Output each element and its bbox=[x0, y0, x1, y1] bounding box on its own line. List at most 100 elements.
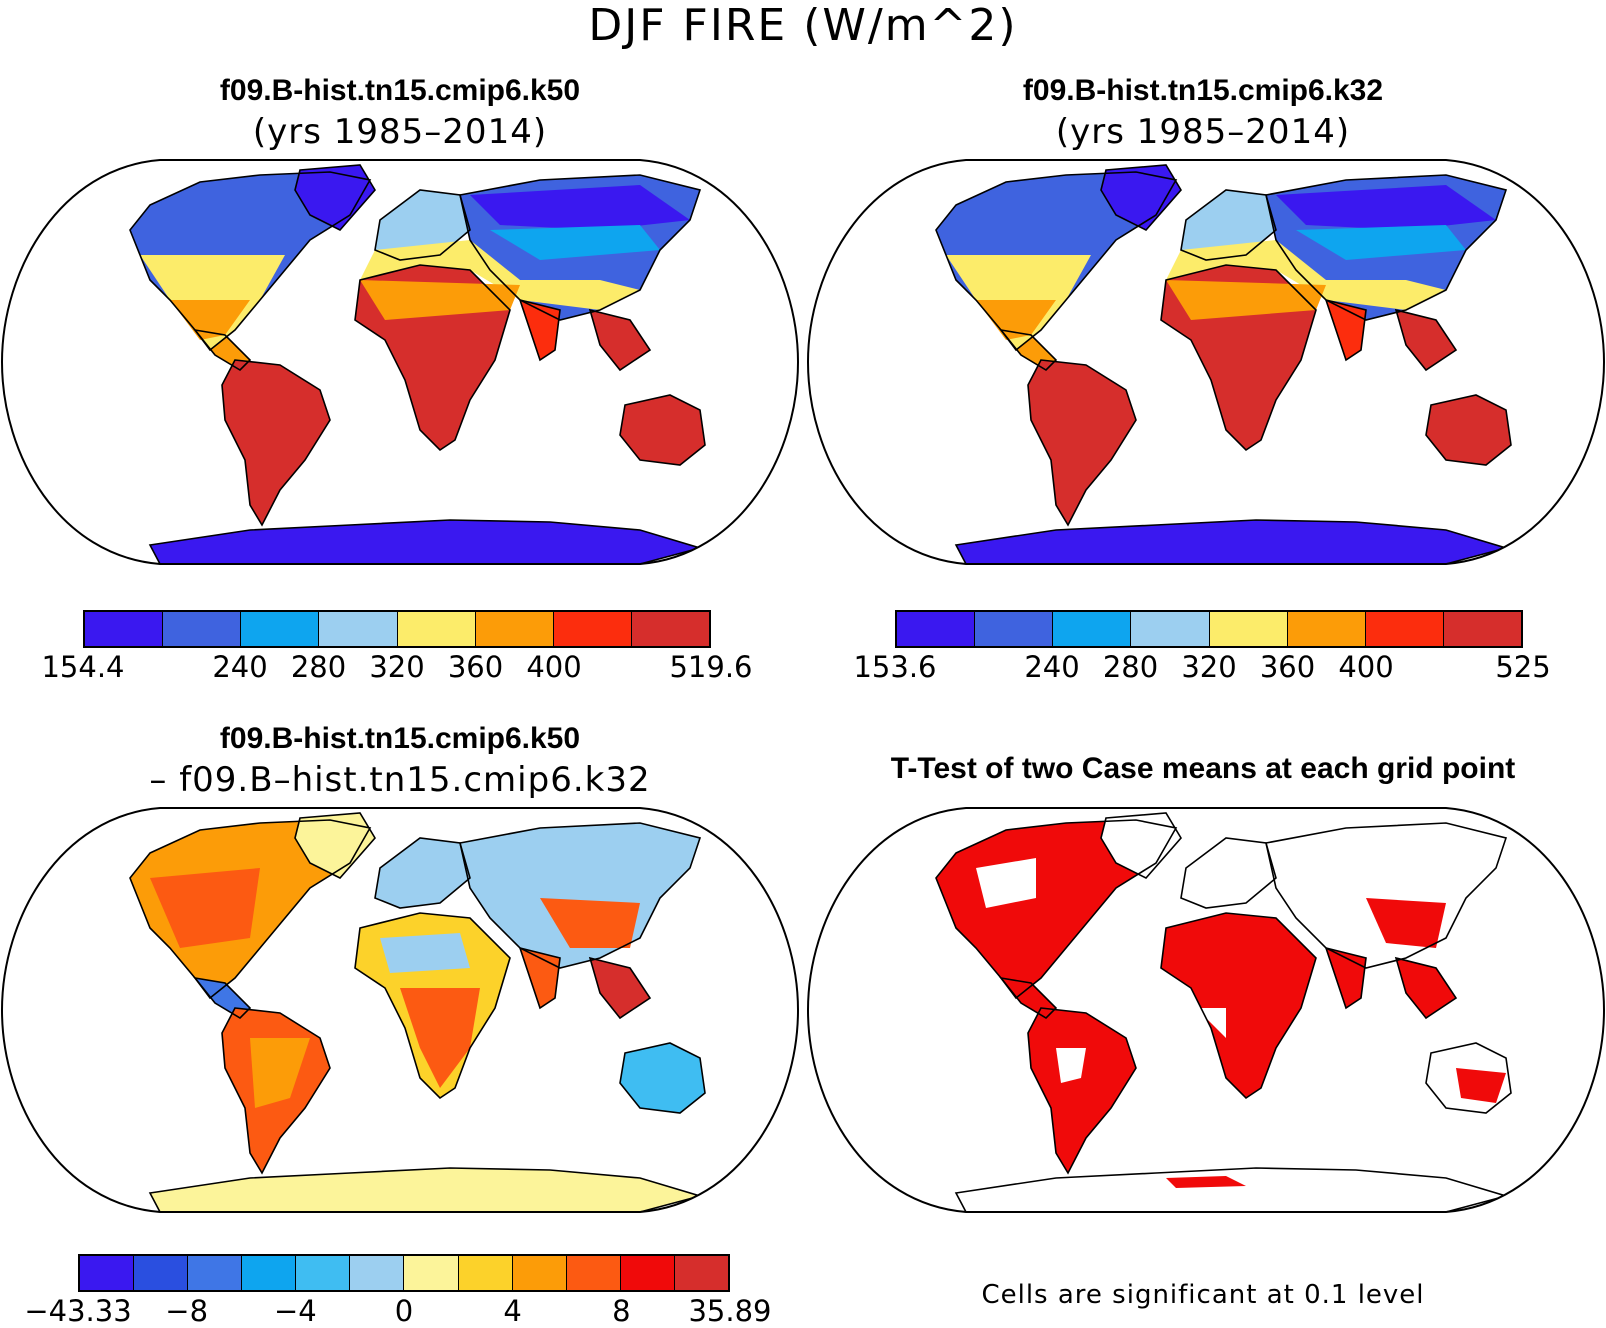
colorbar-tick-label: 0 bbox=[394, 1294, 414, 1328]
field-region bbox=[540, 898, 640, 948]
colorbar-tick-label: −43.33 bbox=[24, 1294, 132, 1328]
colorbar-tick-label: 153.6 bbox=[853, 650, 937, 684]
colorbar-swatch bbox=[620, 1256, 675, 1290]
land-antarctica bbox=[956, 1168, 1506, 1212]
coastline bbox=[374, 189, 471, 261]
land-australia bbox=[1426, 395, 1511, 465]
significance-note: Cells are significant at 0.1 level bbox=[981, 1280, 1425, 1310]
coastline bbox=[1180, 837, 1277, 909]
coastline bbox=[374, 837, 471, 909]
colorbar-swatch bbox=[1053, 612, 1132, 646]
figure-title: DJF FIRE (W/m^2) bbox=[588, 0, 1018, 51]
map-frame bbox=[806, 807, 1606, 1213]
colorbar-swatch bbox=[1287, 612, 1366, 646]
field-region bbox=[1296, 225, 1466, 260]
colorbar-swatch bbox=[397, 612, 476, 646]
colorbar-tick-label: 320 bbox=[369, 650, 425, 684]
field-region bbox=[976, 300, 1056, 340]
coastline bbox=[1425, 1042, 1512, 1114]
coastline bbox=[999, 328, 1058, 372]
colorbar-swatch bbox=[241, 612, 320, 646]
colorbar-swatch bbox=[134, 1256, 189, 1290]
land-greenland bbox=[1101, 165, 1181, 230]
coastline bbox=[1394, 956, 1458, 1020]
land-asia bbox=[460, 823, 700, 968]
coastline bbox=[1394, 308, 1458, 372]
field-region bbox=[360, 280, 520, 320]
land-antarctica bbox=[150, 520, 700, 564]
colorbar-swatch bbox=[188, 1256, 243, 1290]
land-asia bbox=[1266, 823, 1506, 968]
coastline bbox=[518, 298, 561, 362]
coastline bbox=[619, 394, 706, 466]
field-region bbox=[360, 240, 640, 310]
colorbar-swatch bbox=[631, 612, 709, 646]
land-southAmerica bbox=[222, 360, 330, 525]
field-region bbox=[150, 868, 260, 948]
coastline bbox=[294, 812, 376, 879]
panel1-subtitle: (yrs 1985–2014) bbox=[252, 112, 548, 152]
coastline bbox=[459, 822, 702, 969]
field-region bbox=[1166, 1176, 1246, 1188]
coastline bbox=[129, 819, 372, 1000]
colorbar-tick-label: 280 bbox=[1102, 650, 1159, 684]
colorbar-tick-label: 8 bbox=[612, 1294, 631, 1328]
panel1-title: f09.B-hist.tn15.cmip6.k50 bbox=[219, 74, 581, 107]
colorbar-swatch bbox=[242, 1256, 297, 1290]
panel2-title: f09.B-hist.tn15.cmip6.k32 bbox=[1022, 74, 1384, 107]
colorbar-swatch bbox=[85, 612, 164, 646]
land-seAsia bbox=[1396, 958, 1456, 1018]
coastline bbox=[1425, 394, 1512, 466]
panel1-map bbox=[0, 159, 800, 565]
coastline bbox=[935, 819, 1178, 1000]
colorbar-tick-label: 154.4 bbox=[41, 650, 125, 684]
panel3-colorbar bbox=[78, 1254, 730, 1292]
colorbar-swatch bbox=[897, 612, 976, 646]
colorbar-tick-label: 280 bbox=[290, 650, 347, 684]
colorbar-swatch bbox=[1443, 612, 1521, 646]
coastline bbox=[221, 359, 331, 527]
land-antarctica bbox=[956, 520, 1506, 564]
coastline bbox=[1265, 174, 1508, 321]
coastline bbox=[1180, 189, 1277, 261]
panel2-map bbox=[806, 159, 1606, 565]
colorbar-tick-label: −8 bbox=[165, 1294, 209, 1328]
coastline bbox=[588, 308, 652, 372]
field-region bbox=[1166, 280, 1326, 320]
panel3-title: f09.B-hist.tn15.cmip6.k50 bbox=[219, 722, 581, 755]
field-region bbox=[380, 933, 470, 973]
colorbar-swatch bbox=[80, 1256, 135, 1290]
colorbar-tick-label: 400 bbox=[1338, 650, 1394, 684]
colorbar-swatch bbox=[512, 1256, 567, 1290]
colorbar-swatch bbox=[566, 1256, 621, 1290]
colorbar-swatch bbox=[553, 612, 632, 646]
coastline bbox=[1160, 264, 1317, 452]
coastline bbox=[1100, 812, 1182, 879]
coastline bbox=[1265, 822, 1508, 969]
coastline bbox=[193, 976, 252, 1020]
map-frame bbox=[806, 159, 1606, 565]
colorbar-swatch bbox=[674, 1256, 728, 1290]
map-frame bbox=[0, 159, 800, 565]
coastline bbox=[1324, 298, 1367, 362]
land-greenland bbox=[295, 813, 375, 878]
colorbar-tick-label: 240 bbox=[1024, 650, 1080, 684]
coastline bbox=[935, 171, 1178, 352]
colorbar-swatch bbox=[163, 612, 242, 646]
coastline bbox=[459, 174, 702, 321]
coastline bbox=[1160, 912, 1317, 1100]
colorbar-tick-label: −4 bbox=[273, 1294, 317, 1328]
field-region bbox=[400, 988, 480, 1088]
coastline bbox=[354, 912, 511, 1100]
colorbar-tick-label: 35.89 bbox=[688, 1294, 772, 1328]
colorbar-tick-label: 320 bbox=[1181, 650, 1237, 684]
colorbar-tick-label: 360 bbox=[447, 650, 504, 684]
coastline bbox=[1324, 946, 1367, 1010]
colorbar-tick-label: 360 bbox=[1259, 650, 1316, 684]
coastline bbox=[193, 328, 252, 372]
colorbar-swatch bbox=[296, 1256, 351, 1290]
panel3-subtitle: – f09.B–hist.tn15.cmip6.k32 bbox=[149, 760, 651, 800]
panel2-subtitle: (yrs 1985–2014) bbox=[1055, 112, 1351, 152]
land-australia bbox=[620, 395, 705, 465]
land-africa bbox=[1161, 913, 1316, 1098]
